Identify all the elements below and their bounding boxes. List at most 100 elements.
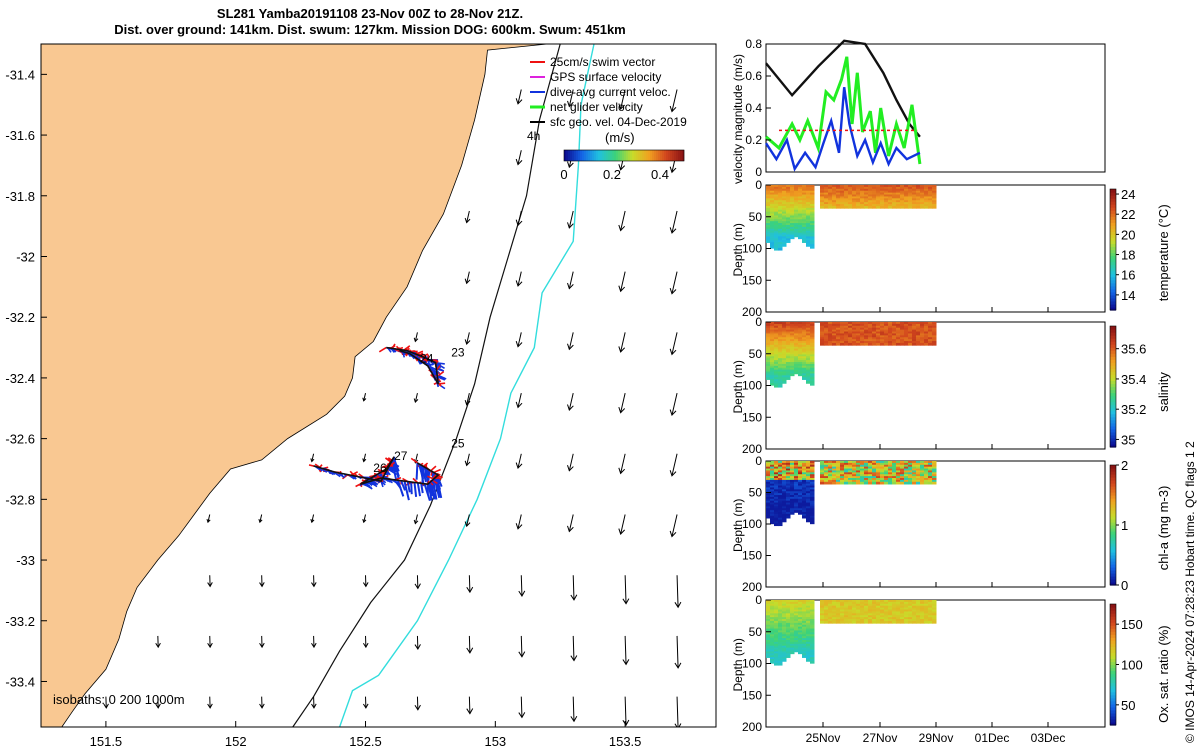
section-cell: [880, 470, 885, 474]
section-cell: [828, 464, 833, 468]
section-cell: [904, 329, 909, 333]
vector-colorbar-cell: [600, 150, 603, 161]
section-cell: [820, 337, 825, 340]
section-cell: [790, 205, 795, 209]
section-cell: [766, 468, 771, 472]
section-cell: [900, 192, 905, 196]
section-cell: [916, 603, 921, 607]
dive-avg-vector: [434, 477, 442, 496]
colorbar-cell: [1110, 201, 1116, 205]
section-cell: [920, 185, 925, 188]
section-cell: [802, 333, 807, 337]
section-cell: [860, 329, 865, 333]
section-cell: [832, 619, 837, 622]
vector-colorbar-cell: [654, 150, 657, 161]
section-cell: [778, 350, 783, 354]
section-cell: [832, 479, 837, 483]
section-cell: [806, 655, 811, 658]
section-cell: [810, 647, 815, 651]
section-cell: [766, 489, 771, 493]
section-cell: [770, 645, 775, 649]
section-cell: [786, 202, 791, 205]
section-cell: [802, 226, 807, 230]
vector-colorbar-cell: [598, 150, 601, 161]
section-cell: [806, 371, 811, 375]
section-cell: [810, 358, 815, 361]
section-cell: [782, 200, 787, 203]
section-cell: [810, 200, 815, 203]
section-cell: [766, 506, 771, 510]
section-cell: [798, 632, 803, 636]
section-cell: [806, 230, 811, 234]
section-cell: [778, 640, 783, 643]
section-cell: [876, 196, 881, 200]
section-cell: [908, 601, 913, 605]
section-cell: [884, 464, 889, 468]
section-cell: [848, 200, 853, 203]
colorbar-cell: [1110, 492, 1116, 496]
section-cell: [860, 331, 865, 335]
section-cell: [904, 325, 909, 329]
section-cell: [798, 190, 803, 194]
section-cell: [924, 196, 929, 200]
section-cell: [778, 339, 783, 342]
section-cell: [790, 508, 795, 511]
section-cell: [836, 335, 841, 339]
section-cell: [872, 470, 877, 474]
section-cell: [778, 325, 783, 329]
section-cell: [802, 462, 807, 466]
section-cell: [848, 461, 853, 464]
section-cell: [778, 617, 783, 620]
section-cell: [806, 496, 811, 500]
section-cell: [770, 342, 775, 346]
section-cell: [844, 323, 849, 327]
section-cell: [774, 651, 779, 655]
section-cell: [794, 331, 799, 335]
colorbar-cell: [1110, 558, 1116, 562]
section-cell: [840, 188, 845, 192]
section-cell: [770, 483, 775, 487]
section-cell: [766, 512, 771, 515]
colorbar-cell: [1110, 685, 1116, 690]
section-cell: [778, 478, 783, 481]
section-cell: [782, 217, 787, 221]
section-cell: [774, 643, 779, 647]
section-cell: [912, 342, 917, 346]
section-cell: [786, 185, 791, 188]
section-cell: [802, 221, 807, 224]
section-cell: [908, 615, 913, 618]
section-cell: [790, 615, 795, 618]
section-cell: [790, 190, 795, 194]
section-cell: [908, 194, 913, 198]
section-cell: [806, 198, 811, 202]
section-cell: [766, 225, 771, 228]
section-cell: [794, 638, 799, 641]
section-cell: [802, 194, 807, 198]
section-cell: [766, 462, 771, 466]
section-cell: [912, 341, 917, 344]
section-cell: [848, 192, 853, 196]
section-cell: [774, 513, 779, 517]
geo-velocity-arrow: [568, 392, 574, 411]
section-cell: [868, 619, 873, 622]
section-cell: [892, 620, 897, 624]
geo-velocity-arrow: [466, 271, 470, 284]
section-cell: [786, 615, 791, 618]
geo-velocity-arrow: [620, 453, 626, 474]
geo-velocity-arrow-head: [674, 662, 682, 669]
section-cell: [770, 641, 775, 645]
section-cell: [884, 331, 889, 335]
section-cell: [880, 478, 885, 481]
colorbar-cell: [1110, 471, 1116, 475]
section-cell: [802, 341, 807, 344]
section-cell: [810, 331, 815, 335]
section-cell: [876, 481, 881, 485]
section-y-label: 0: [755, 178, 762, 192]
section-cell: [810, 213, 815, 217]
section-cell: [852, 600, 857, 603]
section-cell: [876, 202, 881, 205]
section-cell: [876, 605, 881, 609]
section-cell: [810, 601, 815, 605]
section-cell: [786, 331, 791, 335]
section-cell: [828, 605, 833, 609]
